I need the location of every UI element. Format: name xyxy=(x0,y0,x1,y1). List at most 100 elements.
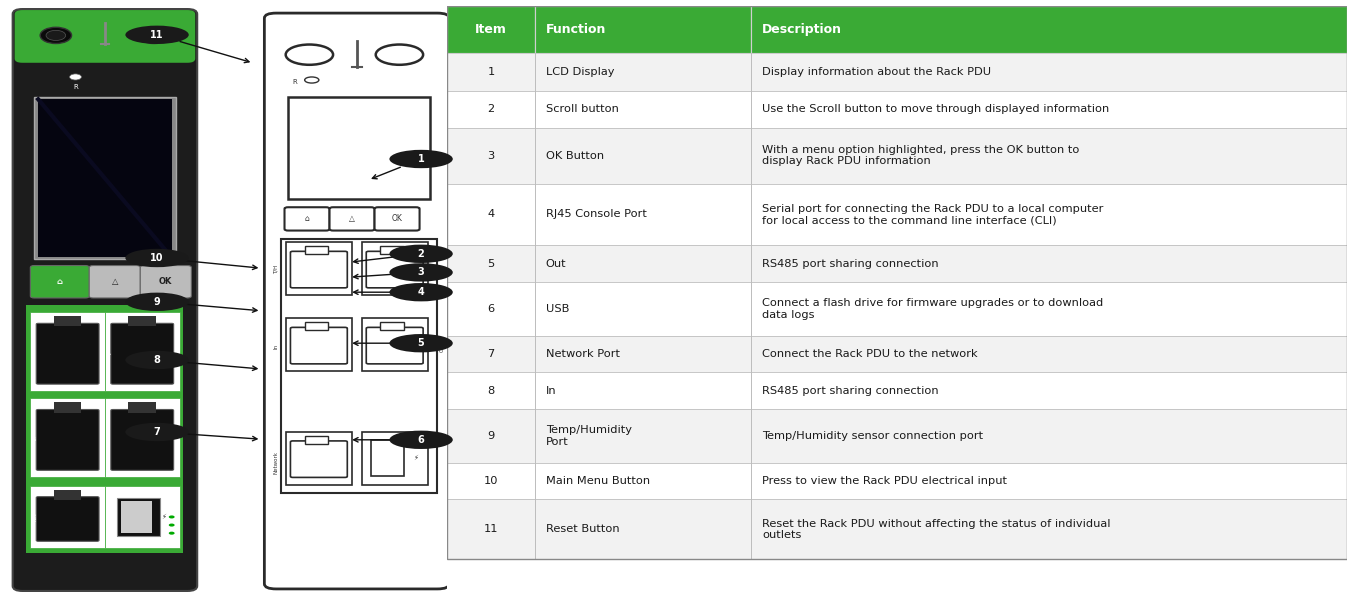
Text: USB: USB xyxy=(107,512,112,522)
Ellipse shape xyxy=(126,293,188,311)
Bar xyxy=(751,6,1347,53)
FancyBboxPatch shape xyxy=(375,207,420,230)
Ellipse shape xyxy=(126,423,188,441)
FancyBboxPatch shape xyxy=(284,207,329,230)
Bar xyxy=(535,282,751,336)
Text: Description: Description xyxy=(762,23,842,36)
Bar xyxy=(106,398,180,478)
Text: 10: 10 xyxy=(483,476,498,486)
Text: Scroll button: Scroll button xyxy=(546,104,619,115)
Bar xyxy=(288,97,431,199)
Ellipse shape xyxy=(390,263,452,281)
Bar xyxy=(751,282,1347,336)
FancyBboxPatch shape xyxy=(111,323,173,384)
Circle shape xyxy=(41,27,72,44)
Text: 2: 2 xyxy=(418,249,424,259)
Text: 4: 4 xyxy=(487,209,494,220)
Circle shape xyxy=(169,532,175,535)
Text: Connect a flash drive for firmware upgrades or to download
data logs: Connect a flash drive for firmware upgra… xyxy=(762,298,1104,320)
Bar xyxy=(535,245,751,282)
Text: RJ45 Console Port: RJ45 Console Port xyxy=(546,209,647,220)
Text: ⌂: ⌂ xyxy=(305,214,310,223)
Ellipse shape xyxy=(390,245,452,263)
Bar xyxy=(751,53,1347,91)
Text: RJ45: RJ45 xyxy=(440,263,444,276)
Bar xyxy=(54,403,81,413)
Text: Net: Net xyxy=(32,512,38,521)
FancyBboxPatch shape xyxy=(30,266,89,298)
Bar xyxy=(535,336,751,373)
Bar xyxy=(751,128,1347,184)
Ellipse shape xyxy=(390,283,452,301)
Bar xyxy=(116,497,160,536)
Text: 8: 8 xyxy=(153,355,161,365)
Bar xyxy=(106,312,180,391)
Bar xyxy=(751,245,1347,282)
Text: In: In xyxy=(274,344,279,349)
Circle shape xyxy=(169,524,175,527)
Bar xyxy=(535,463,751,499)
Text: ⌂: ⌂ xyxy=(57,277,62,286)
Bar xyxy=(34,97,176,259)
Text: T/H: T/H xyxy=(274,265,279,274)
FancyBboxPatch shape xyxy=(366,328,422,364)
Text: △: △ xyxy=(111,277,118,286)
FancyBboxPatch shape xyxy=(37,323,99,384)
Text: Connect the Rack PDU to the network: Connect the Rack PDU to the network xyxy=(762,349,978,359)
Text: 7: 7 xyxy=(487,349,494,359)
Text: OK: OK xyxy=(391,214,402,223)
Text: Network: Network xyxy=(274,451,279,474)
Bar xyxy=(535,91,751,128)
Bar xyxy=(380,246,403,254)
Text: RS485 port sharing connection: RS485 port sharing connection xyxy=(762,386,938,395)
Text: Use the Scroll button to move through displayed information: Use the Scroll button to move through di… xyxy=(762,104,1109,115)
Bar xyxy=(282,239,437,493)
Bar xyxy=(535,6,751,53)
Text: △: △ xyxy=(349,214,355,223)
Bar xyxy=(38,99,172,257)
Text: 9: 9 xyxy=(154,297,160,307)
Bar xyxy=(30,398,106,478)
Text: Temp/Humidity sensor connection port: Temp/Humidity sensor connection port xyxy=(762,431,983,441)
Text: Reset the Rack PDU without affecting the status of individual
outlets: Reset the Rack PDU without affecting the… xyxy=(762,518,1110,540)
Bar xyxy=(535,373,751,409)
Bar xyxy=(447,91,535,128)
Text: 3: 3 xyxy=(418,268,424,277)
Bar xyxy=(751,463,1347,499)
Bar xyxy=(129,316,156,326)
Bar xyxy=(751,336,1347,373)
Bar xyxy=(106,485,180,548)
Text: OK: OK xyxy=(160,277,172,286)
FancyBboxPatch shape xyxy=(111,409,173,470)
Circle shape xyxy=(69,74,81,80)
Bar xyxy=(286,242,352,295)
Text: Function: Function xyxy=(546,23,607,36)
Bar xyxy=(751,91,1347,128)
Text: OK Button: OK Button xyxy=(546,151,604,161)
Text: USB: USB xyxy=(546,304,569,314)
Text: LCD Display: LCD Display xyxy=(546,67,615,77)
Bar xyxy=(535,409,751,463)
Text: Reset Button: Reset Button xyxy=(546,524,620,535)
Bar xyxy=(447,336,535,373)
Bar xyxy=(27,305,184,553)
FancyBboxPatch shape xyxy=(290,328,347,364)
FancyBboxPatch shape xyxy=(89,266,141,298)
Bar xyxy=(30,485,106,548)
Bar xyxy=(286,432,352,485)
Text: 8: 8 xyxy=(487,386,494,395)
Text: 1: 1 xyxy=(418,154,424,164)
Text: RS485 port sharing connection: RS485 port sharing connection xyxy=(762,259,938,269)
Text: In: In xyxy=(546,386,556,395)
FancyBboxPatch shape xyxy=(366,251,422,288)
Bar xyxy=(535,499,751,559)
Text: Main Menu Button: Main Menu Button xyxy=(546,476,650,486)
FancyBboxPatch shape xyxy=(141,266,191,298)
Text: 1: 1 xyxy=(487,67,494,77)
FancyBboxPatch shape xyxy=(15,10,195,63)
Text: Press to view the Rack PDU electrical input: Press to view the Rack PDU electrical in… xyxy=(762,476,1007,486)
Bar xyxy=(54,490,81,500)
Bar xyxy=(447,463,535,499)
Bar xyxy=(380,322,403,331)
Circle shape xyxy=(144,31,164,40)
